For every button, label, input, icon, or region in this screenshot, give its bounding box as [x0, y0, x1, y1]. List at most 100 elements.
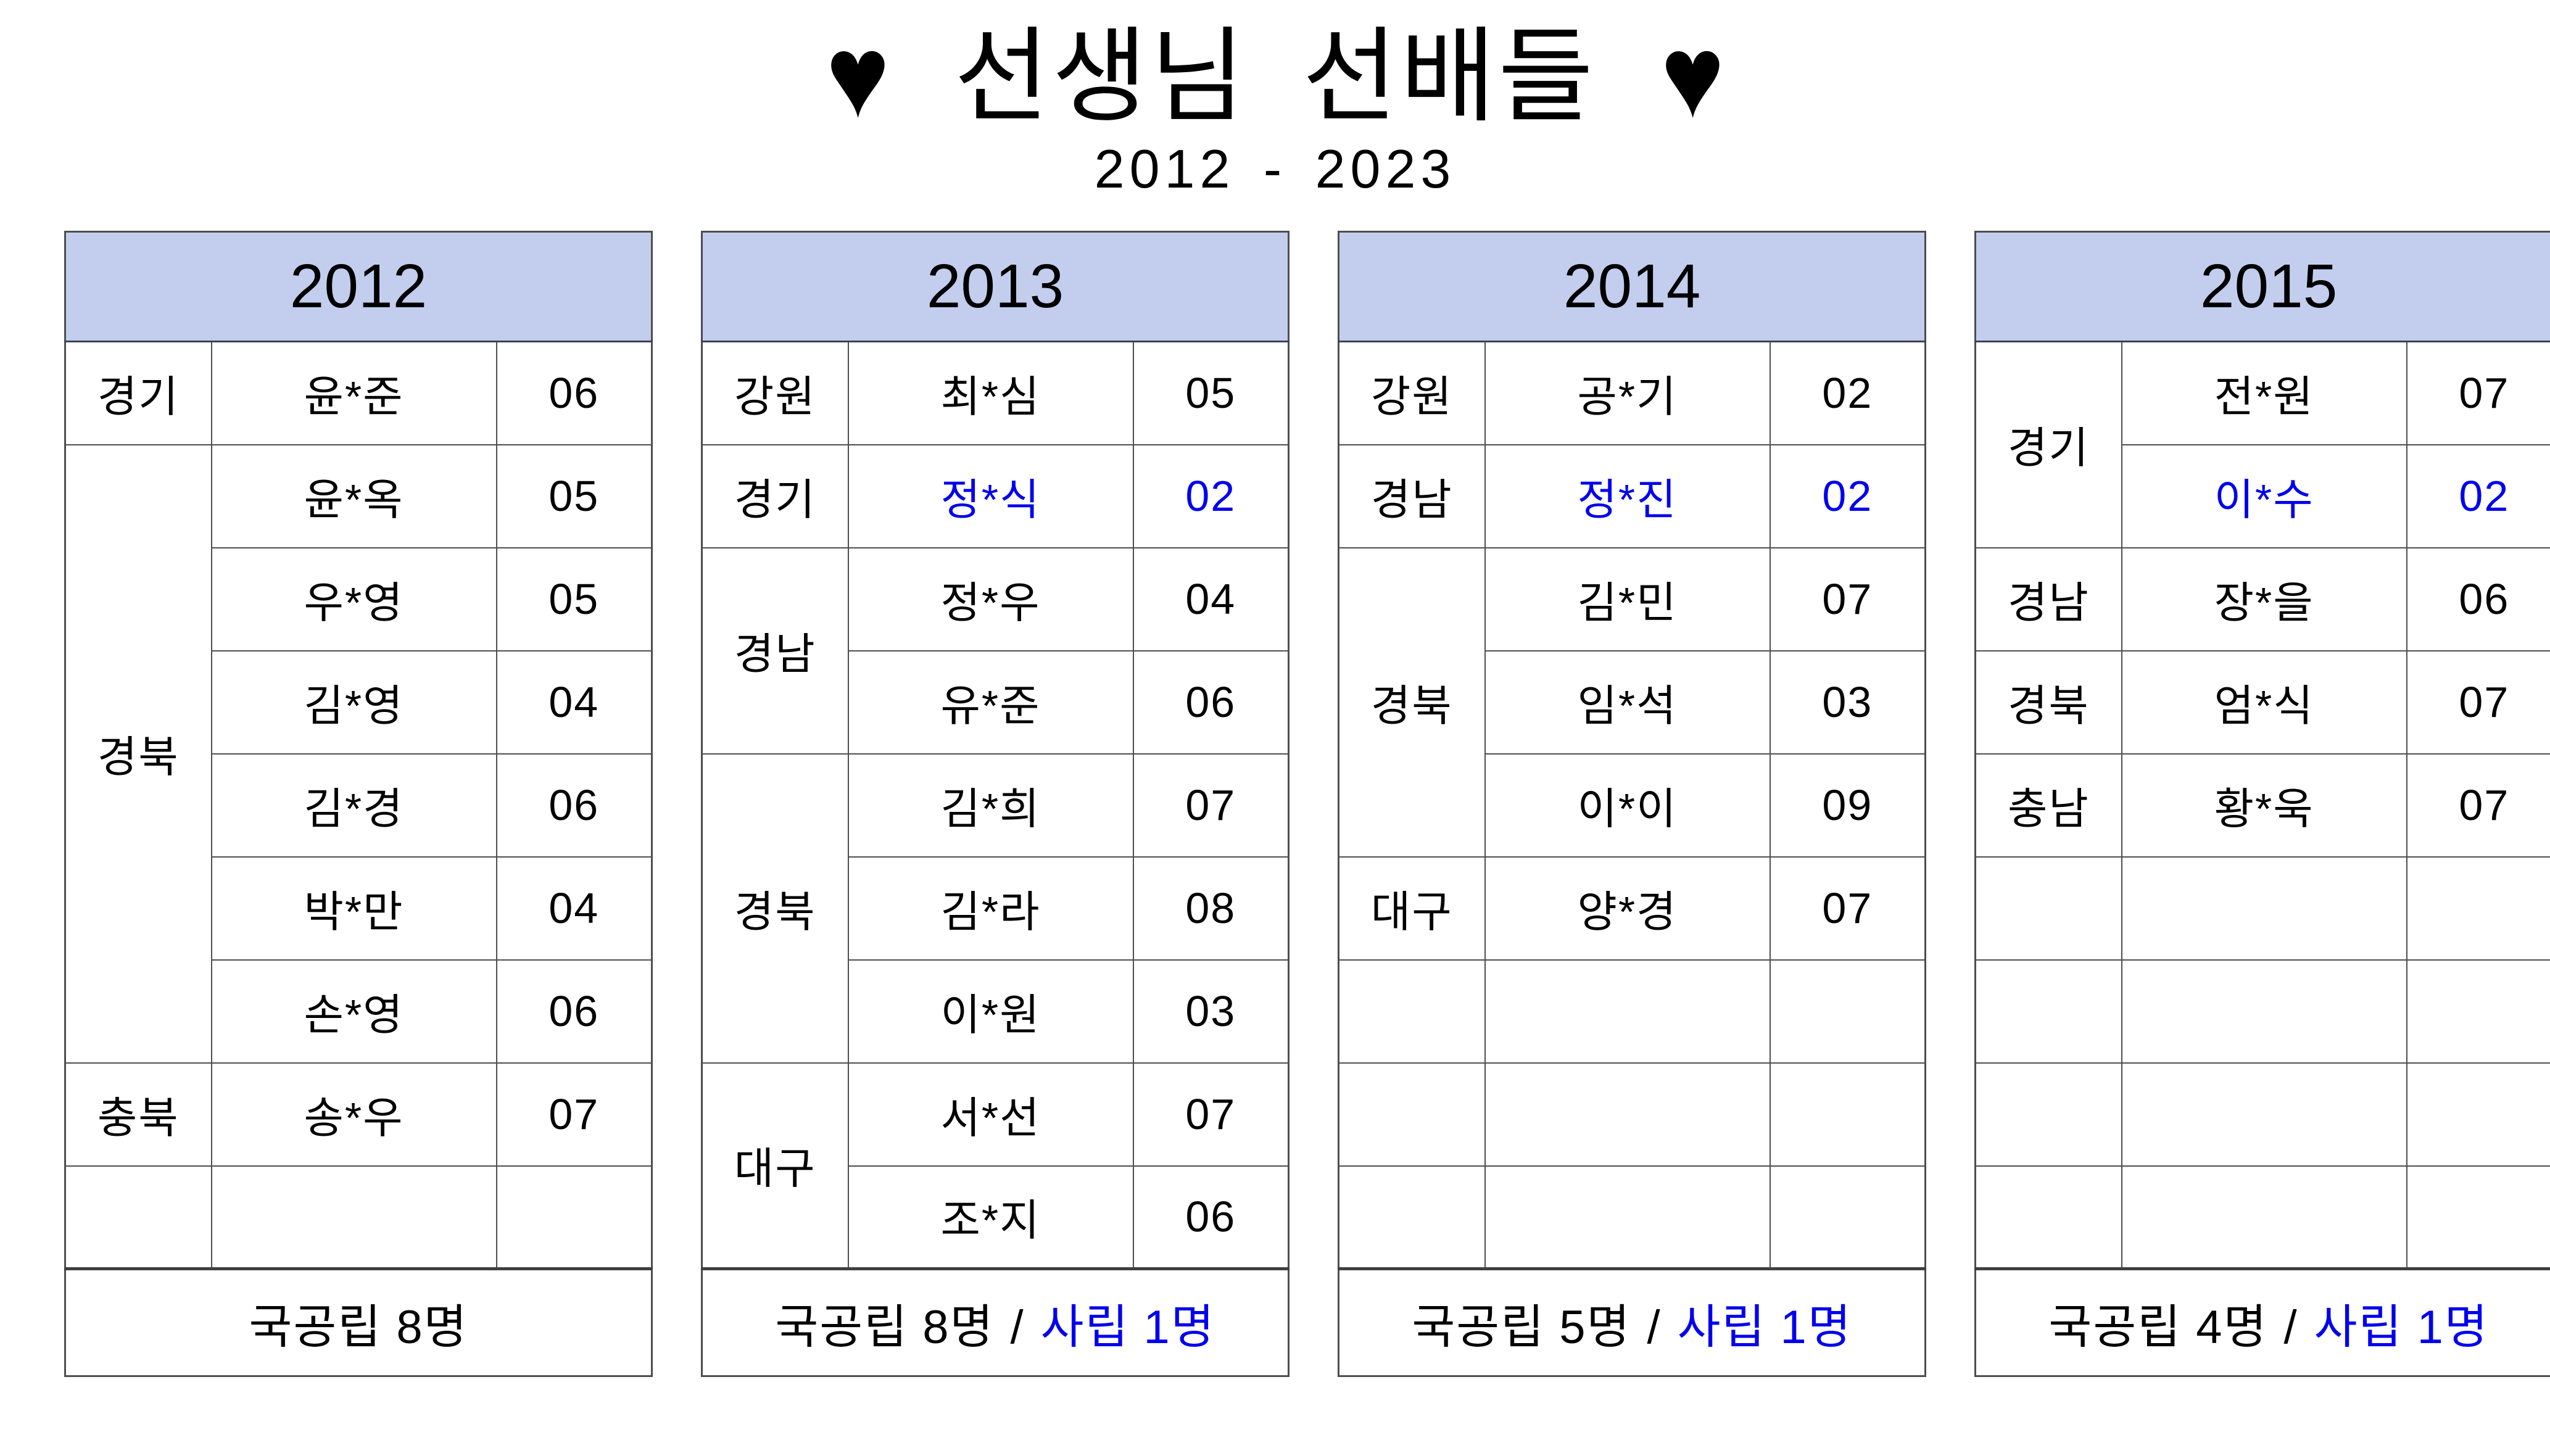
table-row: 조*지 06	[702, 1165, 1289, 1270]
year-table-2015: 2015 경기 전*원 07 이*수 02 경남 장*을 06 경북 엄*식 07 충남 황*욱 07 국공립…	[1974, 231, 2550, 1377]
year-header: 2012	[64, 231, 653, 342]
region-cell	[1974, 1062, 2122, 1167]
number-cell	[2406, 959, 2550, 1064]
name-cell: 정*식	[847, 444, 1134, 548]
region-cell: 경남	[1338, 444, 1486, 548]
name-cell	[2121, 1062, 2407, 1167]
number-cell: 06	[495, 959, 653, 1064]
table-row: 경기 윤*준 06	[64, 341, 653, 445]
table-row: 김*라 08	[702, 856, 1289, 961]
name-cell: 최*심	[847, 341, 1134, 445]
heart-icon-left: ♥	[826, 11, 890, 142]
region-cell: 경북	[64, 444, 212, 1064]
summary-separator: /	[1647, 1301, 1662, 1354]
region-cell: 경남	[701, 547, 849, 755]
table-row: 강원 최*심 05	[701, 341, 1289, 445]
name-cell: 장*을	[2121, 547, 2407, 651]
number-cell	[1769, 959, 1926, 1064]
number-cell: 06	[495, 753, 653, 858]
name-cell: 정*진	[1484, 444, 1771, 548]
table-row: 이*수 02	[1976, 444, 2550, 548]
region-cell: 강원	[701, 341, 849, 445]
number-cell: 06	[1132, 650, 1289, 755]
name-cell: 전*원	[2121, 341, 2407, 445]
number-cell: 04	[1132, 547, 1289, 651]
name-cell: 윤*준	[210, 341, 497, 445]
name-cell: 이*원	[847, 959, 1134, 1064]
year-table-2012: 2012 경기 윤*준 06 경북 윤*옥 05 우*영 05 김*영 04 김*경 06 박*만 04 손*…	[64, 231, 653, 1377]
year-table-2014: 2014 강원 공*기 02 경남 정*진 02 경북 김*민 07 임*석 03 이*이 09 대구 양*경…	[1338, 231, 1927, 1377]
number-cell: 04	[495, 856, 653, 961]
number-cell: 08	[1132, 856, 1289, 961]
table-row: 대구 양*경 07	[1338, 856, 1926, 961]
number-cell: 09	[1769, 753, 1926, 858]
page: ♥ 선생님 선배들 ♥ 2012 - 2023 2012 경기 윤*준 06 경북 윤*옥…	[0, 0, 2550, 1377]
number-cell	[1769, 1165, 1926, 1270]
number-cell: 07	[2406, 753, 2550, 858]
number-cell: 02	[1769, 341, 1926, 445]
year-table-2013: 2013 강원 최*심 05 경기 정*식 02 경남 정*우 04 유*준 06 경북 김*희 07 김*라…	[701, 231, 1290, 1377]
number-cell	[2406, 1062, 2550, 1167]
summary-separator: /	[2283, 1301, 2298, 1354]
name-cell	[1484, 959, 1771, 1064]
table-row	[64, 1165, 653, 1270]
name-cell: 윤*옥	[210, 444, 497, 548]
number-cell: 06	[1132, 1165, 1289, 1270]
region-cell: 대구	[1338, 856, 1486, 961]
summary-public: 국공립 5명	[1412, 1301, 1631, 1354]
region-cell: 경북	[1338, 547, 1486, 858]
number-cell: 06	[2406, 547, 2550, 651]
region-cell	[1338, 1062, 1486, 1167]
summary-cell: 국공립 5명 / 사립 1명	[1338, 1267, 1926, 1377]
number-cell: 07	[1132, 1062, 1289, 1167]
number-cell: 02	[2406, 444, 2550, 548]
number-cell	[2406, 1165, 2550, 1270]
number-cell: 03	[1769, 650, 1926, 755]
number-cell: 05	[1132, 341, 1289, 445]
number-cell: 05	[495, 547, 653, 651]
summary-row: 국공립 8명	[64, 1267, 653, 1377]
name-cell: 손*영	[210, 959, 497, 1064]
name-cell	[2121, 856, 2407, 961]
number-cell: 07	[2406, 341, 2550, 445]
table-row: 이*이 09	[1339, 753, 1926, 858]
table-row: 대구 서*선 07	[701, 1062, 1289, 1270]
name-cell: 유*준	[847, 650, 1134, 755]
name-cell: 이*수	[2121, 444, 2407, 548]
name-cell: 황*욱	[2121, 753, 2407, 858]
table-row: 경북 엄*식 07	[1974, 650, 2550, 755]
table-row: 김*영 04	[65, 650, 653, 755]
region-cell	[1338, 1165, 1486, 1270]
region-cell: 경기	[1974, 341, 2122, 548]
number-cell: 07	[1769, 856, 1926, 961]
summary-cell: 국공립 8명	[64, 1267, 653, 1377]
name-cell: 송*우	[210, 1062, 497, 1167]
name-cell: 김*민	[1484, 547, 1771, 651]
table-row: 경남 장*을 06	[1974, 547, 2550, 651]
table-row: 충북 송*우 07	[64, 1062, 653, 1167]
region-cell: 경기	[701, 444, 849, 548]
name-cell: 김*영	[210, 650, 497, 755]
table-row	[1338, 1062, 1926, 1167]
table-row: 임*석 03	[1339, 650, 1926, 755]
table-row: 우*영 05	[65, 547, 653, 651]
region-cell	[1974, 856, 2122, 961]
number-cell: 07	[1132, 753, 1289, 858]
table-row: 경북 윤*옥 05	[64, 444, 653, 1064]
table-row: 경남 정*진 02	[1338, 444, 1926, 548]
year-header: 2015	[1974, 231, 2550, 342]
name-cell: 김*희	[847, 753, 1134, 858]
table-row: 경남 정*우 04	[701, 547, 1289, 755]
number-cell: 07	[1769, 547, 1926, 651]
region-cell	[64, 1165, 212, 1270]
number-cell	[495, 1165, 653, 1270]
name-cell: 박*만	[210, 856, 497, 961]
name-cell: 엄*식	[2121, 650, 2407, 755]
name-cell: 임*석	[1484, 650, 1771, 755]
year-header: 2014	[1338, 231, 1926, 342]
page-title-row: ♥ 선생님 선배들 ♥	[0, 0, 2550, 135]
name-cell: 공*기	[1484, 341, 1771, 445]
summary-public: 국공립 4명	[2048, 1301, 2268, 1354]
name-cell: 우*영	[210, 547, 497, 651]
summary-public: 국공립 8명	[775, 1301, 995, 1354]
